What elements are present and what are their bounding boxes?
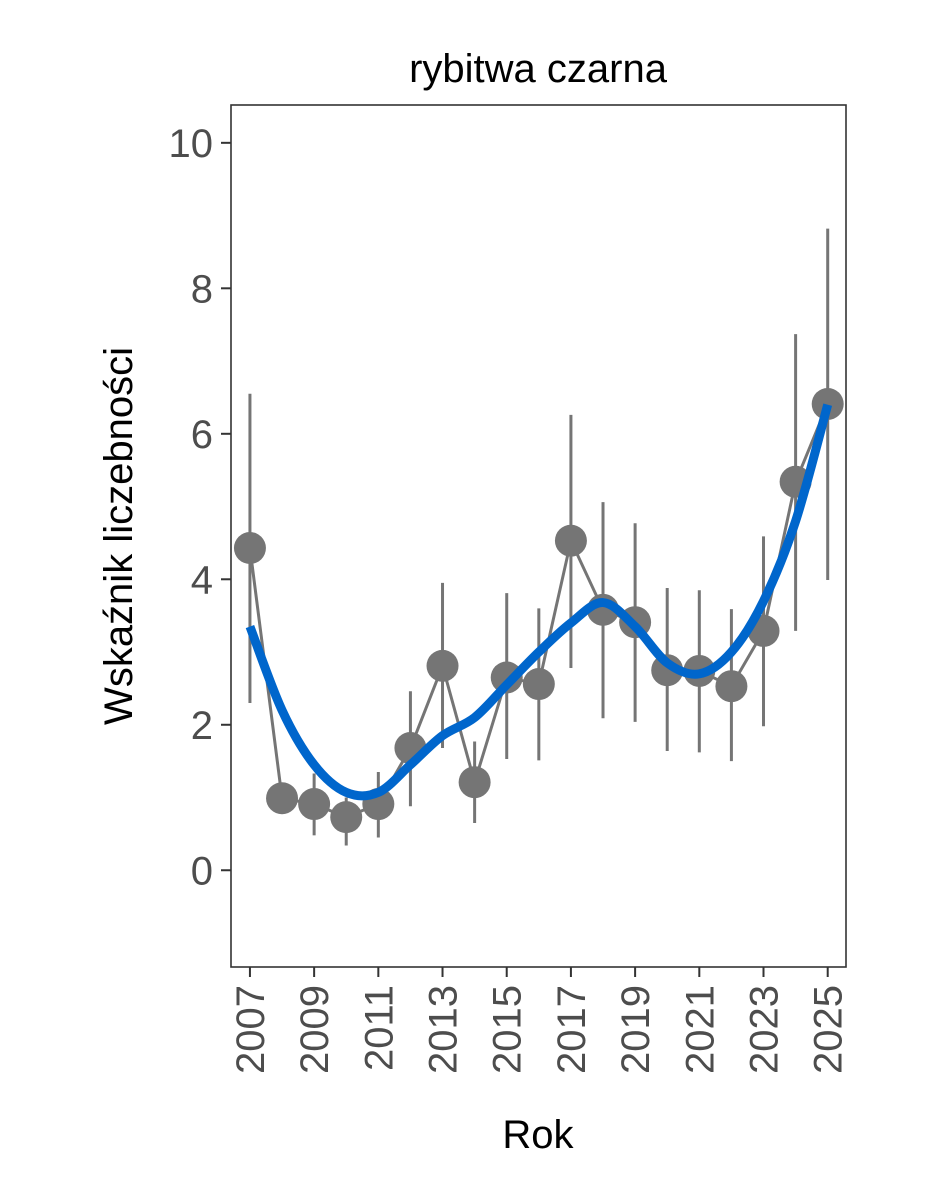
x-tick-label: 2017: [550, 985, 594, 1074]
x-axis: 2007 2009 2011 2013 2015 2017 2019 2021 2023 2025: [229, 967, 851, 1074]
x-tick-label: 2015: [486, 985, 530, 1074]
y-tick-label: 0: [191, 849, 213, 893]
y-tick-label: 10: [169, 122, 214, 166]
y-tick-label: 8: [191, 267, 213, 311]
y-axis-label: Wskaźnik liczebności: [97, 347, 141, 725]
x-tick-label: 2025: [807, 985, 851, 1074]
data-point: [554, 524, 587, 557]
x-tick-label: 2023: [743, 985, 787, 1074]
x-tick-label: 2007: [229, 985, 273, 1074]
y-tick-label: 2: [191, 704, 213, 748]
data-point: [233, 532, 266, 565]
data-point: [522, 668, 555, 701]
y-tick-label: 6: [191, 413, 213, 457]
trend-line: [245, 403, 833, 801]
x-tick-label: 2013: [422, 985, 466, 1074]
chart-title: rybitwa czarna: [409, 47, 668, 91]
x-tick-label: 2021: [678, 985, 722, 1074]
data-point: [298, 788, 331, 821]
data-point: [651, 654, 684, 687]
data-point: [715, 670, 748, 703]
x-axis-label: Rok: [502, 1113, 574, 1157]
y-tick-label: 4: [191, 558, 213, 602]
data-point: [811, 387, 844, 420]
x-tick-label: 2009: [293, 985, 337, 1074]
data-point: [490, 661, 523, 694]
plot-panel: [230, 104, 847, 968]
x-tick-label: 2011: [357, 985, 401, 1071]
data-point: [266, 782, 299, 815]
data-point: [458, 766, 491, 799]
x-tick-label: 2019: [614, 985, 658, 1074]
data-point: [330, 801, 363, 834]
trend-curve: [245, 403, 833, 801]
data-point: [426, 649, 459, 682]
y-axis: 0 2 4 6 8 10: [169, 122, 231, 893]
